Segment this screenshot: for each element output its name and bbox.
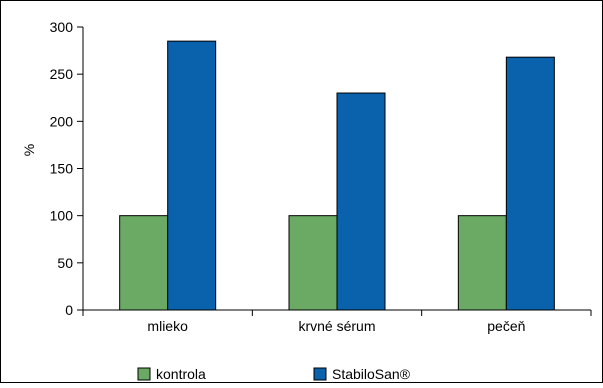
bar-kontrola — [119, 215, 169, 311]
y-tick-label: 150 — [50, 161, 74, 177]
x-tick-label: krvné sérum — [298, 318, 375, 334]
legend-label: StabiloSan® — [332, 366, 411, 382]
legend-swatch — [137, 367, 151, 381]
bar-kontrola — [288, 215, 338, 311]
y-tick-label: 250 — [50, 66, 74, 82]
x-tick-label: pečeň — [487, 318, 525, 334]
bar-kontrola — [457, 215, 507, 311]
bar-stabilosan — [167, 40, 217, 311]
legend: kontrola StabiloSan® — [137, 366, 411, 382]
x-tick-label: mlieko — [147, 318, 188, 334]
y-tick-label: 200 — [50, 113, 74, 129]
bar-stabilosan — [505, 56, 555, 311]
bar-stabilosan — [336, 92, 386, 311]
legend-label: kontrola — [156, 366, 206, 382]
legend-swatch — [313, 367, 327, 381]
y-axis-label: % — [21, 144, 37, 156]
y-tick-label: 300 — [50, 19, 74, 35]
y-tick-label: 0 — [65, 302, 73, 318]
plot-area: 0 50 100 150 200 250 300 mlieko krvné sérum pečeň — [50, 19, 592, 334]
y-tick-label: 100 — [50, 208, 74, 224]
y-tick-label: 50 — [57, 255, 73, 271]
